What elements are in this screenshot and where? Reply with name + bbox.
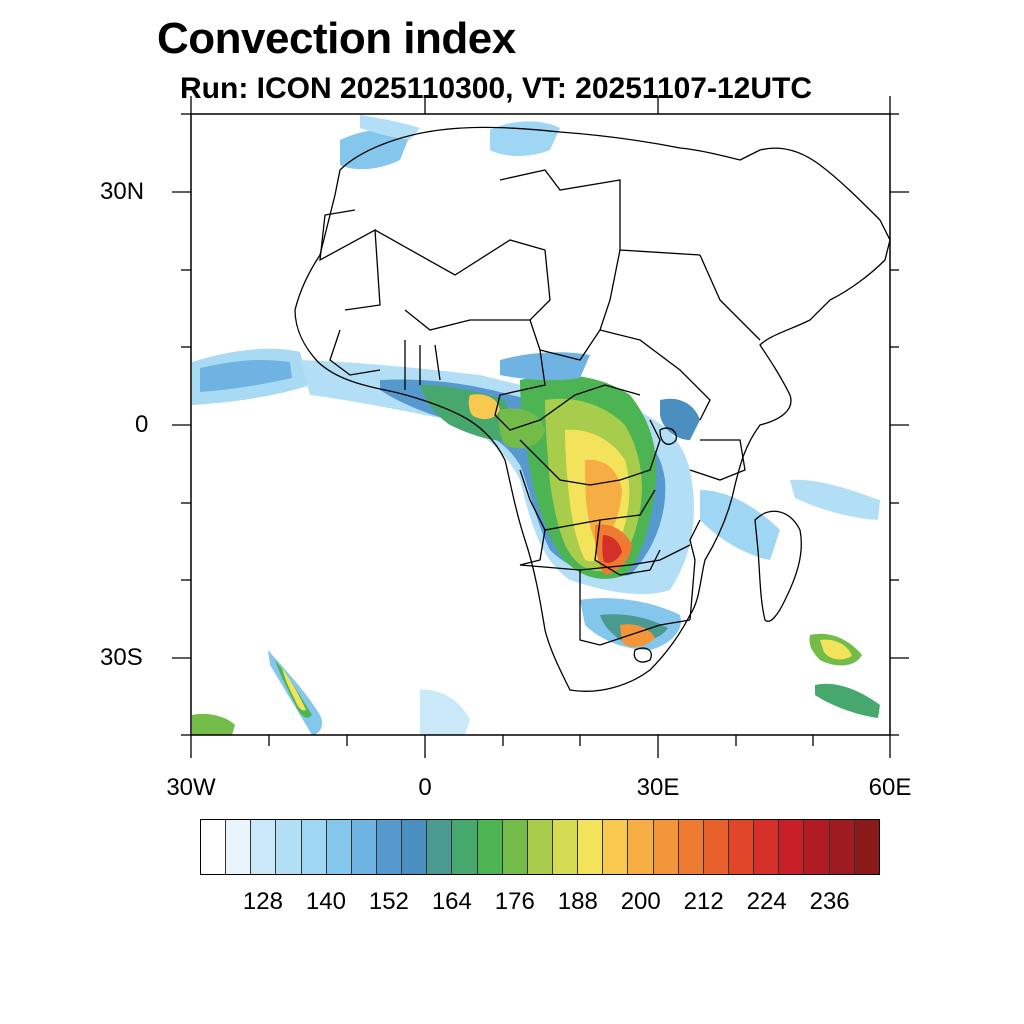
colorbar-swatch: [678, 820, 704, 874]
colorbar-swatch: [527, 820, 553, 874]
axis-ticks: [172, 96, 909, 758]
colorbar-swatch: [754, 820, 780, 874]
colorbar-tick-label: 188: [557, 888, 598, 915]
colorbar-tick-label: 164: [431, 888, 472, 915]
coastlines-and-borders: [294, 126, 890, 692]
colorbar-swatch: [728, 820, 755, 874]
map-title: Convection index: [157, 14, 516, 63]
lat-label-30s: 30S: [100, 644, 143, 671]
colorbar-swatch: [854, 820, 879, 874]
colorbar: [200, 819, 880, 875]
colorbar-swatch: [351, 820, 377, 874]
colorbar-swatch: [402, 820, 428, 874]
colorbar-swatch: [251, 820, 277, 874]
colorbar-swatch: [276, 820, 302, 874]
colorbar-swatch: [779, 820, 805, 874]
colorbar-swatch: [201, 820, 227, 874]
colorbar-tick-label: 128: [242, 888, 283, 915]
colorbar-swatch: [226, 820, 252, 874]
colorbar-swatch: [552, 820, 579, 874]
colorbar-swatch: [326, 820, 352, 874]
colorbar-tick-label: 212: [683, 888, 724, 915]
colorbar-swatch: [301, 820, 327, 874]
colorbar-swatch: [427, 820, 453, 874]
colorbar-tick-label: 224: [746, 888, 787, 915]
colorbar-swatch: [804, 820, 830, 874]
colorbar-tick-label: 140: [305, 888, 346, 915]
colorbar-swatch: [628, 820, 654, 874]
colorbar-swatch: [653, 820, 679, 874]
lon-label-30e: 30E: [636, 774, 680, 801]
colorbar-swatch: [703, 820, 729, 874]
colorbar-swatch: [578, 820, 604, 874]
colorbar-tick-label: 200: [620, 888, 661, 915]
colorbar-swatch: [502, 820, 528, 874]
lon-label-0: 0: [418, 774, 432, 801]
colorbar-tick-label: 152: [368, 888, 409, 915]
lat-label-30n: 30N: [100, 178, 145, 205]
colorbar-swatch: [477, 820, 503, 874]
colorbar-swatch: [376, 820, 403, 874]
lon-label-60e: 60E: [868, 774, 912, 801]
lon-label-30w: 30W: [166, 774, 216, 801]
lat-label-equator: 0: [135, 411, 149, 438]
colorbar-swatch: [603, 820, 629, 874]
colorbar-tick-label: 236: [809, 888, 850, 915]
colorbar-swatch: [829, 820, 855, 874]
colorbar-swatch: [452, 820, 478, 874]
convection-shading: [192, 115, 880, 735]
map-subtitle: Run: ICON 2025110300, VT: 20251107-12UTC: [180, 72, 813, 105]
colorbar-tick-label: 176: [494, 888, 535, 915]
